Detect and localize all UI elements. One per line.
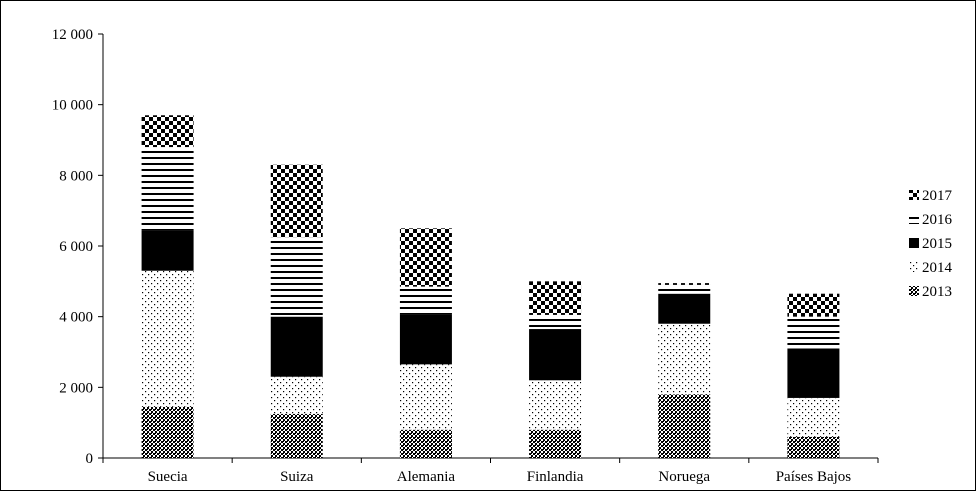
bar-segment-2014-5 — [658, 323, 711, 395]
bar-segment-2016-1 — [141, 147, 194, 231]
legend-label-2017: 2017 — [922, 188, 953, 204]
axes — [98, 33, 879, 463]
y-tick-label: 2 000 — [59, 380, 93, 396]
y-tick-label: 4 000 — [59, 310, 93, 326]
bar-segment-2016-2 — [270, 237, 323, 317]
bar-segment-2015-5 — [658, 293, 711, 324]
bar-segment-2015-3 — [399, 314, 452, 365]
bar-segment-2014-3 — [399, 364, 452, 430]
legend-label-2014: 2014 — [922, 260, 953, 276]
bar-segment-2016-3 — [399, 286, 452, 315]
bar-segment-2015-1 — [141, 230, 194, 271]
y-tick-label: 0 — [86, 451, 94, 467]
bar-segment-2017-6 — [787, 293, 840, 317]
bar-segment-2017-5 — [658, 283, 711, 285]
bars — [141, 115, 840, 458]
bar-segment-2016-5 — [658, 284, 711, 294]
bar-segment-2016-4 — [529, 314, 582, 330]
legend-label-2016: 2016 — [922, 212, 953, 228]
bar-segment-2015-2 — [270, 316, 323, 377]
legend-swatch-2014 — [909, 262, 919, 272]
legend-swatch-2016 — [909, 214, 919, 224]
y-tick-label: 6 000 — [59, 239, 93, 255]
y-tick-label: 10 000 — [52, 98, 93, 114]
x-category-label: Suiza — [280, 469, 314, 485]
bar-segment-2013-6 — [787, 436, 840, 458]
legend-swatch-2017 — [909, 190, 919, 200]
bar-segment-2017-1 — [141, 115, 194, 148]
x-category-label: Alemania — [397, 469, 456, 485]
bar-segment-2015-4 — [529, 329, 582, 381]
legend-swatch-2015 — [909, 238, 919, 248]
bar-segment-2013-5 — [658, 394, 711, 458]
bar-segment-2016-6 — [787, 316, 840, 349]
y-tick-label: 12 000 — [52, 27, 93, 43]
legend-label-2013: 2013 — [922, 284, 952, 300]
legend-label-2015: 2015 — [922, 236, 952, 252]
bar-segment-2013-3 — [399, 429, 452, 458]
bar-segment-2017-2 — [270, 164, 323, 238]
bar-segment-2013-1 — [141, 406, 194, 458]
bar-segment-2013-2 — [270, 413, 323, 458]
bar-segment-2017-3 — [399, 228, 452, 287]
bar-segment-2015-6 — [787, 348, 840, 398]
legend-swatch-2013 — [909, 286, 919, 296]
bar-segment-2014-1 — [141, 270, 194, 407]
x-category-label: Finlandia — [527, 469, 584, 485]
bar-segment-2014-4 — [529, 380, 582, 430]
x-category-label: Noruega — [658, 469, 710, 485]
legend: 2017 2016 2015 2014 2013 — [909, 188, 953, 300]
x-category-label: Suecia — [148, 469, 188, 485]
bar-segment-2014-2 — [270, 376, 323, 414]
y-tick-label: 8 000 — [59, 168, 93, 184]
bar-segment-2014-6 — [787, 397, 840, 437]
x-category-label: Países Bajos — [776, 469, 852, 485]
axis-labels: 0 2 000 4 000 6 000 8 000 10 000 12 000 Suecia S… — [52, 27, 852, 485]
bar-segment-2013-4 — [529, 429, 582, 458]
bar-segment-2017-4 — [529, 281, 582, 315]
